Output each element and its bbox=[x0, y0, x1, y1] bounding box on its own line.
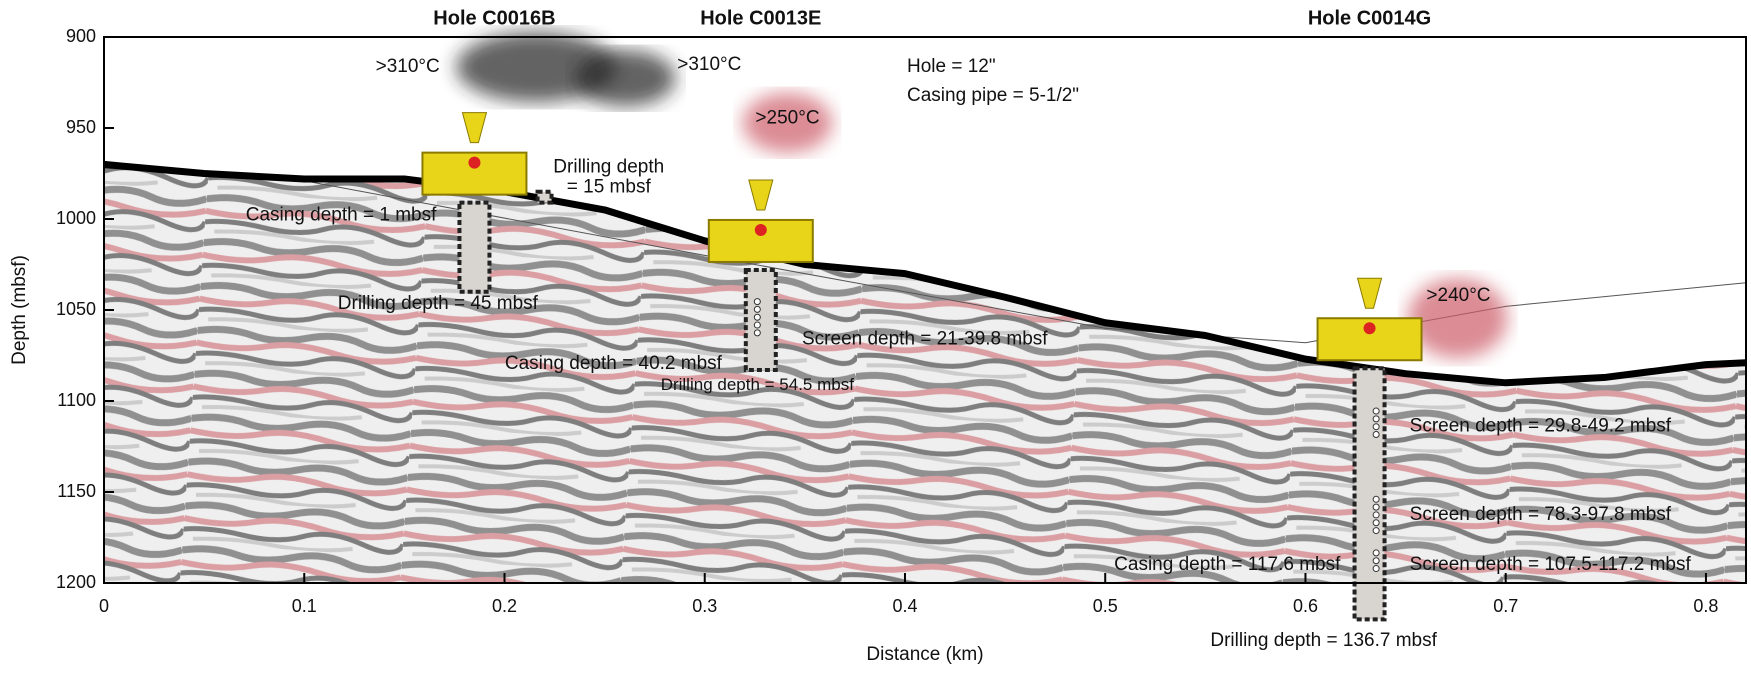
screen-hole bbox=[754, 314, 760, 320]
annotation: Casing pipe = 5-1/2" bbox=[907, 85, 1079, 106]
screen-hole bbox=[1373, 504, 1379, 510]
annotation: Screen depth = 78.3-97.8 mbsf bbox=[1410, 504, 1672, 525]
x-tick-label: 0.5 bbox=[1093, 596, 1118, 616]
x-tick-label: 0 bbox=[99, 596, 109, 616]
annotation: Drilling depth = 45 mbsf bbox=[338, 293, 539, 314]
y-tick-label: 1150 bbox=[57, 481, 96, 501]
borehole bbox=[746, 270, 776, 370]
rig-valve bbox=[468, 157, 480, 169]
plume bbox=[576, 50, 676, 106]
screen-hole bbox=[1373, 424, 1379, 430]
screen-hole bbox=[1373, 416, 1379, 422]
annotation: Drilling depth bbox=[553, 157, 664, 178]
screen-hole bbox=[1373, 512, 1379, 518]
annotation: Casing depth = 117.6 mbsf bbox=[1114, 554, 1341, 575]
screen-hole bbox=[754, 322, 760, 328]
annotation: Casing depth = 1 mbsf bbox=[246, 205, 437, 226]
y-tick-label: 900 bbox=[66, 26, 96, 46]
borehole bbox=[459, 203, 489, 292]
screen-hole bbox=[754, 306, 760, 312]
hole-label: Hole C0014G bbox=[1308, 7, 1431, 29]
x-tick-label: 0.8 bbox=[1693, 596, 1718, 616]
chart: Depth (mbsf) Distance (km) Hole C0016B Ho… bbox=[0, 0, 1751, 672]
rig-valve bbox=[1364, 322, 1376, 334]
annotation: Drilling depth = 136.7 mbsf bbox=[1210, 630, 1437, 651]
x-axis-label: Distance (km) bbox=[866, 644, 983, 665]
screen-hole bbox=[754, 330, 760, 336]
x-tick-label: 0.6 bbox=[1293, 596, 1318, 616]
x-tick-label: 0.7 bbox=[1493, 596, 1518, 616]
screen-hole bbox=[1373, 558, 1379, 564]
annotation: Casing depth = 40.2 mbsf bbox=[505, 353, 723, 374]
screen-hole bbox=[754, 299, 760, 305]
annotation: >240°C bbox=[1426, 285, 1490, 306]
y-tick-label: 1000 bbox=[56, 208, 96, 228]
annotation: Drilling depth = 54.5 mbsf bbox=[661, 375, 855, 394]
screen-hole bbox=[1373, 496, 1379, 502]
annotation: >250°C bbox=[755, 107, 819, 128]
annotation: Screen depth = 29.8-49.2 mbsf bbox=[1410, 416, 1672, 437]
hole-label: Hole C0016B bbox=[433, 7, 555, 29]
x-tick-label: 0.4 bbox=[892, 596, 917, 616]
annotation: = 15 mbsf bbox=[567, 177, 652, 198]
screen-hole bbox=[1373, 528, 1379, 534]
annotation: Screen depth = 107.5-117.2 mbsf bbox=[1410, 554, 1692, 575]
screen-hole bbox=[1373, 520, 1379, 526]
y-axis-label: Depth (mbsf) bbox=[9, 255, 30, 365]
screen-hole bbox=[1373, 408, 1379, 414]
y-tick-label: 1200 bbox=[56, 572, 96, 592]
y-tick-label: 1050 bbox=[56, 299, 96, 319]
annotation: >310°C bbox=[677, 54, 741, 75]
y-tick-label: 950 bbox=[66, 117, 96, 137]
annotation: Hole = 12" bbox=[907, 56, 996, 77]
borehole bbox=[1355, 368, 1385, 619]
screen-hole bbox=[1373, 550, 1379, 556]
screen-hole bbox=[1373, 432, 1379, 438]
y-tick-label: 1100 bbox=[57, 390, 96, 410]
borehole bbox=[538, 192, 552, 203]
hole-label: Hole C0013E bbox=[700, 7, 821, 29]
screen-hole bbox=[1373, 566, 1379, 572]
annotation: >310°C bbox=[376, 56, 440, 77]
rig-valve bbox=[755, 224, 767, 236]
x-tick-label: 0.3 bbox=[692, 596, 717, 616]
x-tick-label: 0.2 bbox=[492, 596, 517, 616]
annotation: Screen depth = 21-39.8 mbsf bbox=[802, 329, 1048, 350]
x-tick-label: 0.1 bbox=[292, 596, 317, 616]
